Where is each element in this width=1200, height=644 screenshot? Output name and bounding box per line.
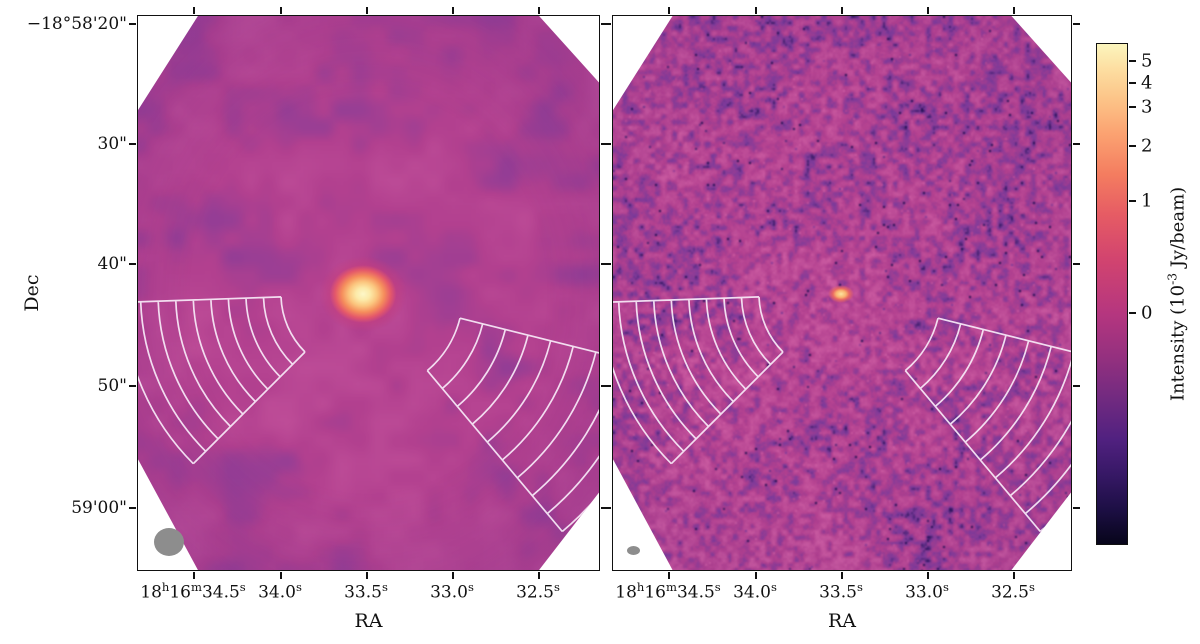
axis-tick bbox=[538, 7, 540, 14]
axis-tick bbox=[452, 7, 454, 14]
ra-tick-label: 33.5s bbox=[819, 580, 863, 603]
ra-tick-label: 34.0s bbox=[733, 580, 777, 603]
axis-tick bbox=[193, 7, 195, 14]
wedge-sector-overlay bbox=[613, 296, 1071, 533]
axis-tick bbox=[668, 7, 670, 14]
axis-tick bbox=[841, 572, 843, 579]
dec-tick-label: 59'00" bbox=[71, 498, 127, 518]
axis-tick bbox=[841, 7, 843, 14]
axis-tick bbox=[366, 7, 368, 14]
wedge-grid-path bbox=[426, 317, 599, 533]
colorbar-tick-label: 2 bbox=[1141, 135, 1153, 157]
axis-tick bbox=[280, 7, 282, 14]
axis-tick bbox=[1073, 385, 1080, 387]
axis-tick bbox=[604, 385, 611, 387]
wedge-grid-path bbox=[138, 296, 306, 465]
axis-tick bbox=[1129, 312, 1136, 314]
axis-tick bbox=[129, 385, 136, 387]
dec-tick-label: 30" bbox=[97, 134, 127, 154]
colorbar-axis-title: Intensity (10-3 Jy/beam) bbox=[1165, 186, 1189, 402]
axis-tick bbox=[129, 507, 136, 509]
field-of-view-right bbox=[613, 16, 1071, 570]
colorbar-tick-label: 3 bbox=[1141, 96, 1153, 118]
dec-axis-title: Dec bbox=[21, 274, 43, 312]
central-source bbox=[319, 256, 407, 332]
ra-tick-label: 34.0s bbox=[258, 580, 302, 603]
axis-tick bbox=[1073, 507, 1080, 509]
axis-tick bbox=[1073, 23, 1080, 25]
beam-ellipse bbox=[626, 545, 640, 555]
beam-ellipse bbox=[154, 528, 184, 556]
axis-tick bbox=[1129, 106, 1136, 108]
ra-tick-label: 33.0s bbox=[905, 580, 949, 603]
map-panel-left bbox=[129, 7, 608, 579]
axis-tick bbox=[1129, 145, 1136, 147]
map-panel-right bbox=[604, 7, 1080, 579]
ra-tick-label: 32.5s bbox=[991, 580, 1035, 603]
axis-tick bbox=[129, 143, 136, 145]
axis-tick bbox=[452, 572, 454, 579]
colorbar-tick-label: 1 bbox=[1141, 190, 1153, 212]
ra-axis-title: RA bbox=[354, 610, 383, 632]
ra-tick-label: 32.5s bbox=[516, 580, 560, 603]
axis-tick bbox=[668, 572, 670, 579]
axis-tick bbox=[366, 572, 368, 579]
dec-tick-label: 50" bbox=[97, 376, 127, 396]
axis-tick bbox=[604, 23, 611, 25]
ra-axis-title: RA bbox=[827, 610, 857, 632]
axis-tick bbox=[1073, 143, 1080, 145]
colorbar-tick-label: 5 bbox=[1141, 50, 1153, 72]
axis-tick bbox=[193, 572, 195, 579]
ra-tick-label: 33.0s bbox=[430, 580, 474, 603]
wedge-grid-path bbox=[613, 296, 784, 465]
dec-tick-label: −18°58'20" bbox=[26, 14, 127, 34]
axis-tick bbox=[604, 143, 611, 145]
ra-tick-label: 18h16m34.5s bbox=[615, 580, 721, 603]
axis-tick bbox=[280, 572, 282, 579]
central-source bbox=[828, 285, 854, 303]
ra-tick-label: 18h16m34.5s bbox=[140, 580, 246, 603]
ra-tick-label: 33.5s bbox=[344, 580, 388, 603]
wedge-sector-overlay bbox=[138, 296, 599, 533]
axis-tick bbox=[927, 572, 929, 579]
colorbar-tick-label: 4 bbox=[1141, 72, 1153, 94]
field-of-view-left bbox=[138, 16, 599, 570]
axis-tick bbox=[1129, 82, 1136, 84]
axis-tick bbox=[1013, 7, 1015, 14]
colorbar-tick-label: 0 bbox=[1141, 302, 1153, 324]
wedge-grid-path bbox=[904, 317, 1071, 533]
axis-tick bbox=[604, 507, 611, 509]
colorbar bbox=[1096, 43, 1136, 545]
axis-tick bbox=[1129, 60, 1136, 62]
axis-tick bbox=[927, 7, 929, 14]
axis-tick bbox=[604, 263, 611, 265]
axis-tick bbox=[1129, 200, 1136, 202]
axis-tick bbox=[129, 23, 136, 25]
axis-tick bbox=[755, 572, 757, 579]
axis-tick bbox=[538, 572, 540, 579]
axis-tick bbox=[129, 263, 136, 265]
axis-tick bbox=[1013, 572, 1015, 579]
axis-tick bbox=[755, 7, 757, 14]
dec-tick-label: 40" bbox=[97, 254, 127, 274]
axis-tick bbox=[1073, 263, 1080, 265]
